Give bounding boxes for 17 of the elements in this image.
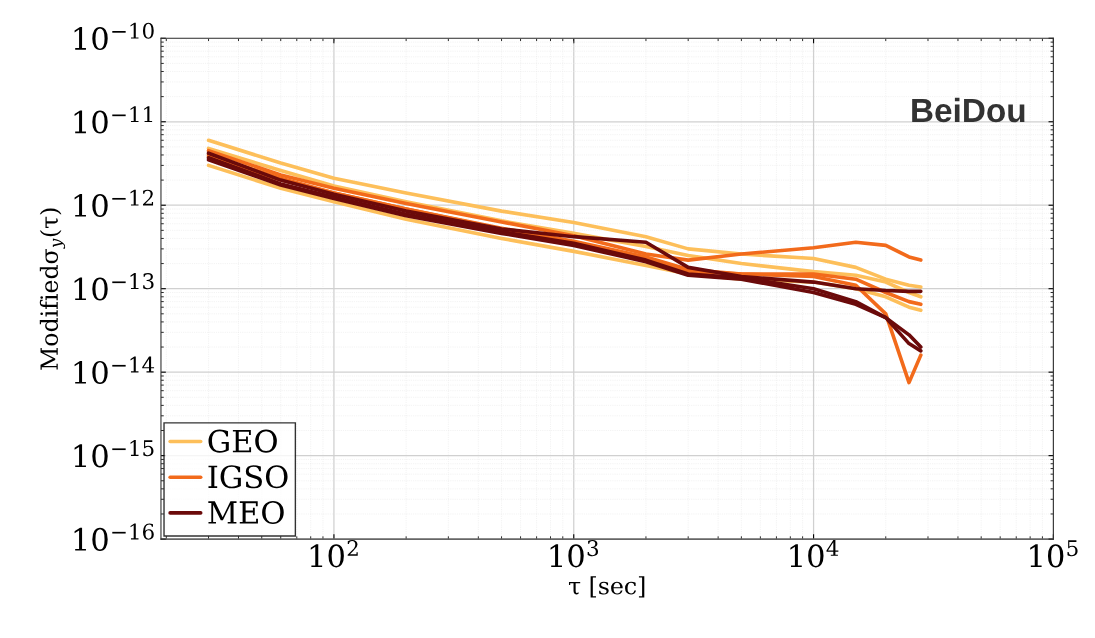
x-axis-title: τ [sec] xyxy=(568,576,645,598)
y-tick-label: 10$^{−11}$ xyxy=(74,106,153,134)
annotation: BeiDou xyxy=(912,97,1025,123)
legend-label: IGSO xyxy=(208,465,288,489)
legend-label: MEO xyxy=(208,500,284,525)
y-axis-title: Modifiedσ$_{y}$(τ) xyxy=(39,208,66,370)
x-tick-label: 10$^{4}$ xyxy=(790,539,839,568)
x-tick-label: 10$^{3}$ xyxy=(550,539,599,568)
y-tick-label: 10$^{−10}$ xyxy=(74,22,154,51)
y-tick-label: 10$^{−13}$ xyxy=(74,273,154,301)
x-tick-label: 10$^{2}$ xyxy=(310,539,358,568)
y-tick-label: 10$^{−16}$ xyxy=(74,523,154,551)
y-tick-label: 10$^{−15}$ xyxy=(74,440,154,468)
y-tick-label: 10$^{−14}$ xyxy=(74,356,155,384)
y-tick-label: 10$^{−12}$ xyxy=(74,189,154,218)
legend-label: GEO xyxy=(208,429,277,453)
x-tick-label: 10$^{5}$ xyxy=(1030,540,1078,568)
